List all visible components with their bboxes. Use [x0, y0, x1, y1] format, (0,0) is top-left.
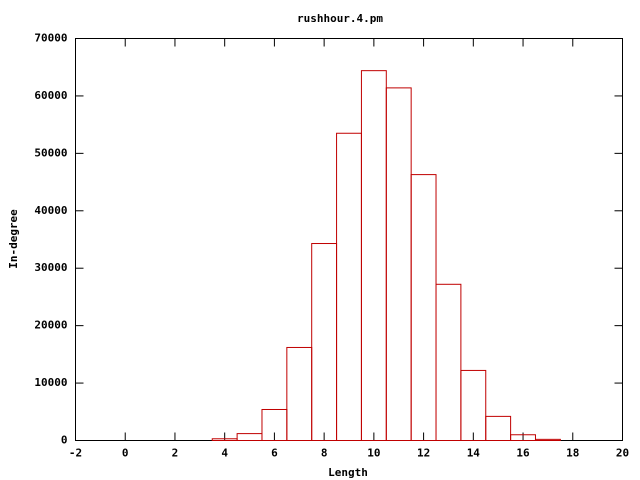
bar	[485, 415, 512, 442]
x-tick-label: 6	[271, 447, 278, 460]
y-tick-label: 60000	[34, 89, 67, 102]
y-tick-label: 0	[61, 434, 68, 447]
x-tick-label: 10	[367, 447, 380, 460]
x-tick-label: 20	[616, 447, 629, 460]
x-tick-label: 12	[417, 447, 430, 460]
bar	[385, 87, 412, 441]
bar	[460, 369, 487, 441]
y-tick-label: 10000	[34, 376, 67, 389]
bar	[311, 243, 338, 441]
bar	[435, 283, 462, 441]
y-tick-label: 70000	[34, 32, 67, 45]
bar	[336, 132, 362, 441]
y-tick-label: 50000	[34, 146, 67, 159]
x-axis-label: Length	[328, 466, 368, 479]
bar	[510, 434, 536, 441]
bar	[410, 174, 437, 441]
y-tick-label: 40000	[34, 204, 67, 217]
y-tick-label: 20000	[34, 319, 67, 332]
bar	[360, 70, 387, 441]
x-tick-label: 18	[566, 447, 579, 460]
x-tick-label: 0	[122, 447, 129, 460]
x-tick-label: 8	[321, 447, 328, 460]
plot-frame	[75, 38, 623, 441]
x-tick-label: 2	[172, 447, 179, 460]
bar	[286, 346, 313, 442]
x-tick-label: 16	[516, 447, 530, 460]
bar	[236, 433, 263, 442]
x-tick-label: -2	[69, 447, 82, 460]
x-tick-label: 4	[221, 447, 228, 460]
bar	[534, 438, 561, 442]
y-axis-label: In-degree	[7, 209, 20, 269]
chart-title: rushhour.4.pm	[297, 12, 383, 25]
x-tick-label: 14	[467, 447, 481, 460]
y-tick-label: 30000	[34, 261, 67, 274]
